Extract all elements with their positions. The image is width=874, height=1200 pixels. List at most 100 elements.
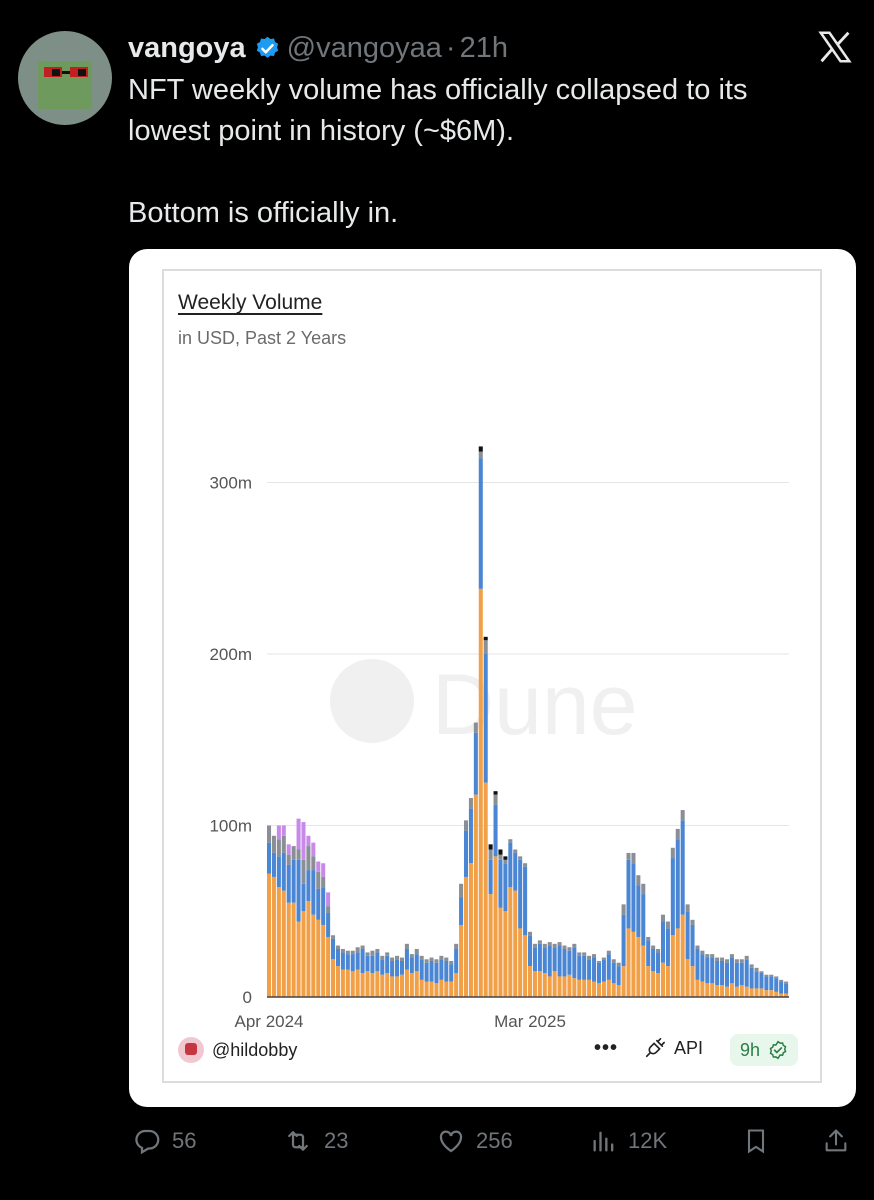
- chart-bar-segment: [434, 959, 439, 963]
- chart-bar-segment: [616, 966, 621, 985]
- chart-bar-segment: [291, 902, 296, 997]
- chart-bar-segment: [286, 902, 291, 997]
- chart-bar-segment: [493, 794, 498, 805]
- views-button[interactable]: 12K: [590, 1126, 667, 1156]
- check-badge-icon: [769, 1040, 787, 1060]
- chart-author-handle[interactable]: @hildobby: [212, 1039, 298, 1060]
- chart-bar-segment: [508, 842, 513, 888]
- chart-bar-segment: [695, 979, 700, 997]
- chart-bar-segment: [631, 931, 636, 997]
- chart-bar-segment: [276, 839, 281, 857]
- chart-bar-segment: [439, 959, 444, 980]
- tweet-text-line: NFT weekly volume has officially collaps…: [128, 74, 748, 106]
- chart-bar-segment: [380, 974, 385, 997]
- reply-button[interactable]: 56: [132, 1126, 196, 1156]
- chart-bar-segment: [656, 972, 661, 997]
- chart-bar-segment: [365, 955, 370, 972]
- dune-watermark-logo: [330, 659, 414, 743]
- chart-bar-segment: [350, 954, 355, 972]
- api-button[interactable]: API: [644, 1037, 703, 1059]
- chart-bar-segment: [567, 947, 572, 951]
- chart-bar-segment: [395, 959, 400, 977]
- chart-bar-segment: [685, 911, 690, 960]
- chart-bar-segment: [449, 981, 454, 997]
- chart-bar-segment: [695, 945, 700, 949]
- chart-bar-segment: [734, 962, 739, 987]
- chart-bar-segment: [631, 863, 636, 932]
- weekly-volume-chart: Dune 0 100m 200m 300m Apr 2024 Mar 2025: [209, 446, 789, 1031]
- chart-bar-segment: [660, 962, 665, 997]
- refresh-time: 9h: [740, 1039, 761, 1060]
- chart-bar-segment: [646, 940, 651, 967]
- like-button[interactable]: 256: [436, 1126, 513, 1156]
- chart-bar-segment: [749, 988, 754, 997]
- chart-bar-segment: [296, 849, 301, 860]
- chart-bar-segment: [321, 924, 326, 997]
- chart-bar-segment: [739, 984, 744, 997]
- chart-bar-segment: [764, 990, 769, 997]
- tweet-text-line: Bottom is officially in.: [128, 197, 399, 229]
- chart-bar-segment: [695, 948, 700, 980]
- chart-bar-segment: [675, 839, 680, 929]
- chart-bar-segment: [444, 957, 449, 961]
- dune-chart-frame: Dune 0 100m 200m 300m Apr 2024 Mar 2025 Weekly…: [162, 269, 822, 1083]
- verified-badge-icon: [256, 36, 278, 58]
- chart-bar-segment: [779, 981, 784, 994]
- chart-bar-segment: [326, 936, 331, 997]
- chart-bar-segment: [779, 993, 784, 997]
- chart-bar-segment: [399, 974, 404, 997]
- chart-bar-segment: [552, 971, 557, 997]
- chart-bar-segment: [601, 957, 606, 960]
- tweet-timestamp[interactable]: 21h: [459, 31, 508, 64]
- chart-bar-segment: [271, 835, 276, 853]
- chart-title[interactable]: Weekly Volume: [178, 291, 323, 314]
- embedded-chart-card[interactable]: Dune 0 100m 200m 300m Apr 2024 Mar 2025 Weekly…: [129, 249, 856, 1107]
- chart-bar-segment: [395, 955, 400, 960]
- chart-author[interactable]: @hildobby: [178, 1037, 297, 1063]
- chart-bar-segment: [321, 887, 326, 925]
- chart-bar-segment: [419, 955, 424, 960]
- chart-bar-segment: [276, 825, 281, 840]
- chart-bar-segment: [537, 971, 542, 997]
- chart-bar-segment: [596, 983, 601, 997]
- tweet-text-line: lowest point in history (~$6M).: [128, 115, 515, 147]
- chart-bar-segment: [621, 914, 626, 967]
- chart-bar-segment: [316, 888, 321, 920]
- chart-bar-segment: [513, 890, 518, 997]
- chart-bar-segment: [700, 981, 705, 997]
- author-mini-avatar: [178, 1037, 204, 1063]
- chart-bar-segment: [784, 983, 789, 994]
- refresh-status-badge[interactable]: 9h: [730, 1034, 799, 1066]
- chart-bar-segment: [562, 976, 567, 997]
- chart-bar-segment: [700, 950, 705, 955]
- author-handle[interactable]: @vangoyaa: [286, 31, 442, 64]
- chart-bar-segment: [513, 849, 518, 853]
- chart-bar-segment: [596, 962, 601, 984]
- chart-bar-segment: [340, 952, 345, 970]
- chart-bar-segment: [444, 981, 449, 997]
- author-avatar[interactable]: [18, 31, 112, 125]
- y-tick-label: 0: [243, 988, 252, 1007]
- chart-bar-segment: [641, 883, 646, 895]
- chart-bar-segment: [454, 972, 459, 997]
- chart-bar-segment: [523, 935, 528, 997]
- x-logo-icon[interactable]: [816, 28, 854, 66]
- chart-bar-segment: [296, 921, 301, 997]
- chart-bar-segment: [321, 876, 326, 888]
- avatar-lens-left: [52, 69, 60, 76]
- chart-bar-segment: [670, 847, 675, 859]
- repost-button[interactable]: 23: [282, 1126, 348, 1156]
- chart-bar-segment: [665, 966, 670, 997]
- author-name[interactable]: vangoya: [128, 31, 246, 64]
- chart-bar-segment: [498, 907, 503, 997]
- chart-bar-segment: [744, 955, 749, 960]
- chart-bar-segment: [606, 954, 611, 980]
- chart-bar-segment: [685, 959, 690, 997]
- share-button[interactable]: [822, 1126, 860, 1156]
- chart-bar-segment: [478, 446, 483, 452]
- chart-bar-segment: [409, 972, 414, 997]
- chart-bar-segment: [483, 636, 488, 641]
- chart-bar-segment: [463, 820, 469, 831]
- more-options-button[interactable]: •••: [594, 1037, 619, 1059]
- bookmark-button[interactable]: [742, 1126, 780, 1156]
